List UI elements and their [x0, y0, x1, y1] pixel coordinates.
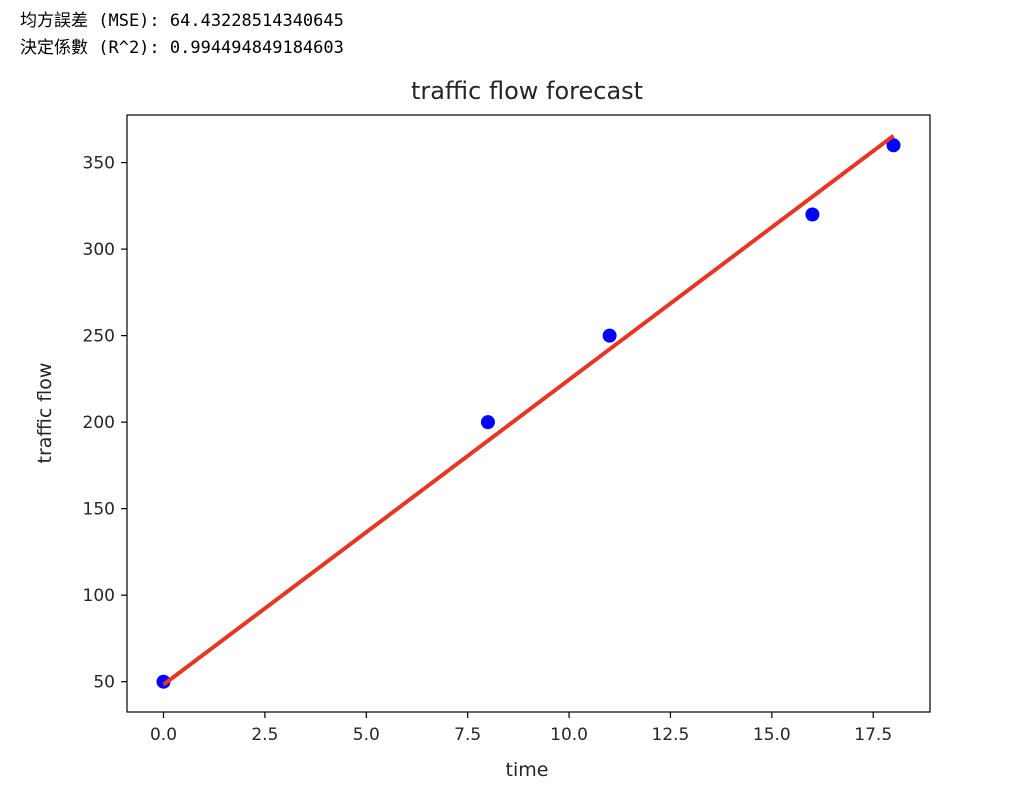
x-tick-label: 2.5 [251, 725, 278, 745]
x-tick-label: 10.0 [550, 725, 588, 745]
output-text: 均方誤差 (MSE): 64.43228514340645 決定係數 (R^2):… [20, 8, 344, 62]
x-axis-label: time [506, 759, 549, 781]
y-tick-label: 200 [83, 413, 115, 433]
y-tick-label: 350 [83, 154, 115, 174]
y-tick-label: 100 [83, 586, 115, 606]
data-point [602, 328, 617, 343]
x-tick-label: 15.0 [753, 725, 791, 745]
y-tick-label: 150 [83, 500, 115, 520]
chart-title: traffic flow forecast [411, 77, 643, 105]
x-tick-label: 5.0 [353, 725, 380, 745]
y-tick-label: 300 [83, 240, 115, 260]
y-axis: 50 100 150 200 250 300 350 [83, 154, 127, 693]
data-point [886, 138, 901, 153]
plot-frame [126, 114, 931, 713]
data-point [480, 415, 495, 430]
x-tick-label: 12.5 [652, 725, 690, 745]
data-point [156, 674, 171, 689]
y-tick-label: 50 [93, 673, 115, 693]
mse-line: 均方誤差 (MSE): 64.43228514340645 [20, 11, 344, 31]
r2-line: 決定係數 (R^2): 0.994494849184603 [20, 38, 344, 58]
plot-area [156, 134, 901, 689]
regression-line [162, 134, 895, 687]
y-axis-label: traffic flow [34, 363, 56, 464]
x-tick-label: 17.5 [854, 725, 892, 745]
x-tick-label: 0.0 [150, 725, 177, 745]
y-tick-label: 250 [83, 327, 115, 347]
x-tick-label: 7.5 [454, 725, 481, 745]
x-axis: 0.0 2.5 5.0 7.5 10.0 12.5 15.0 17.5 [150, 712, 892, 745]
data-point [805, 207, 820, 222]
